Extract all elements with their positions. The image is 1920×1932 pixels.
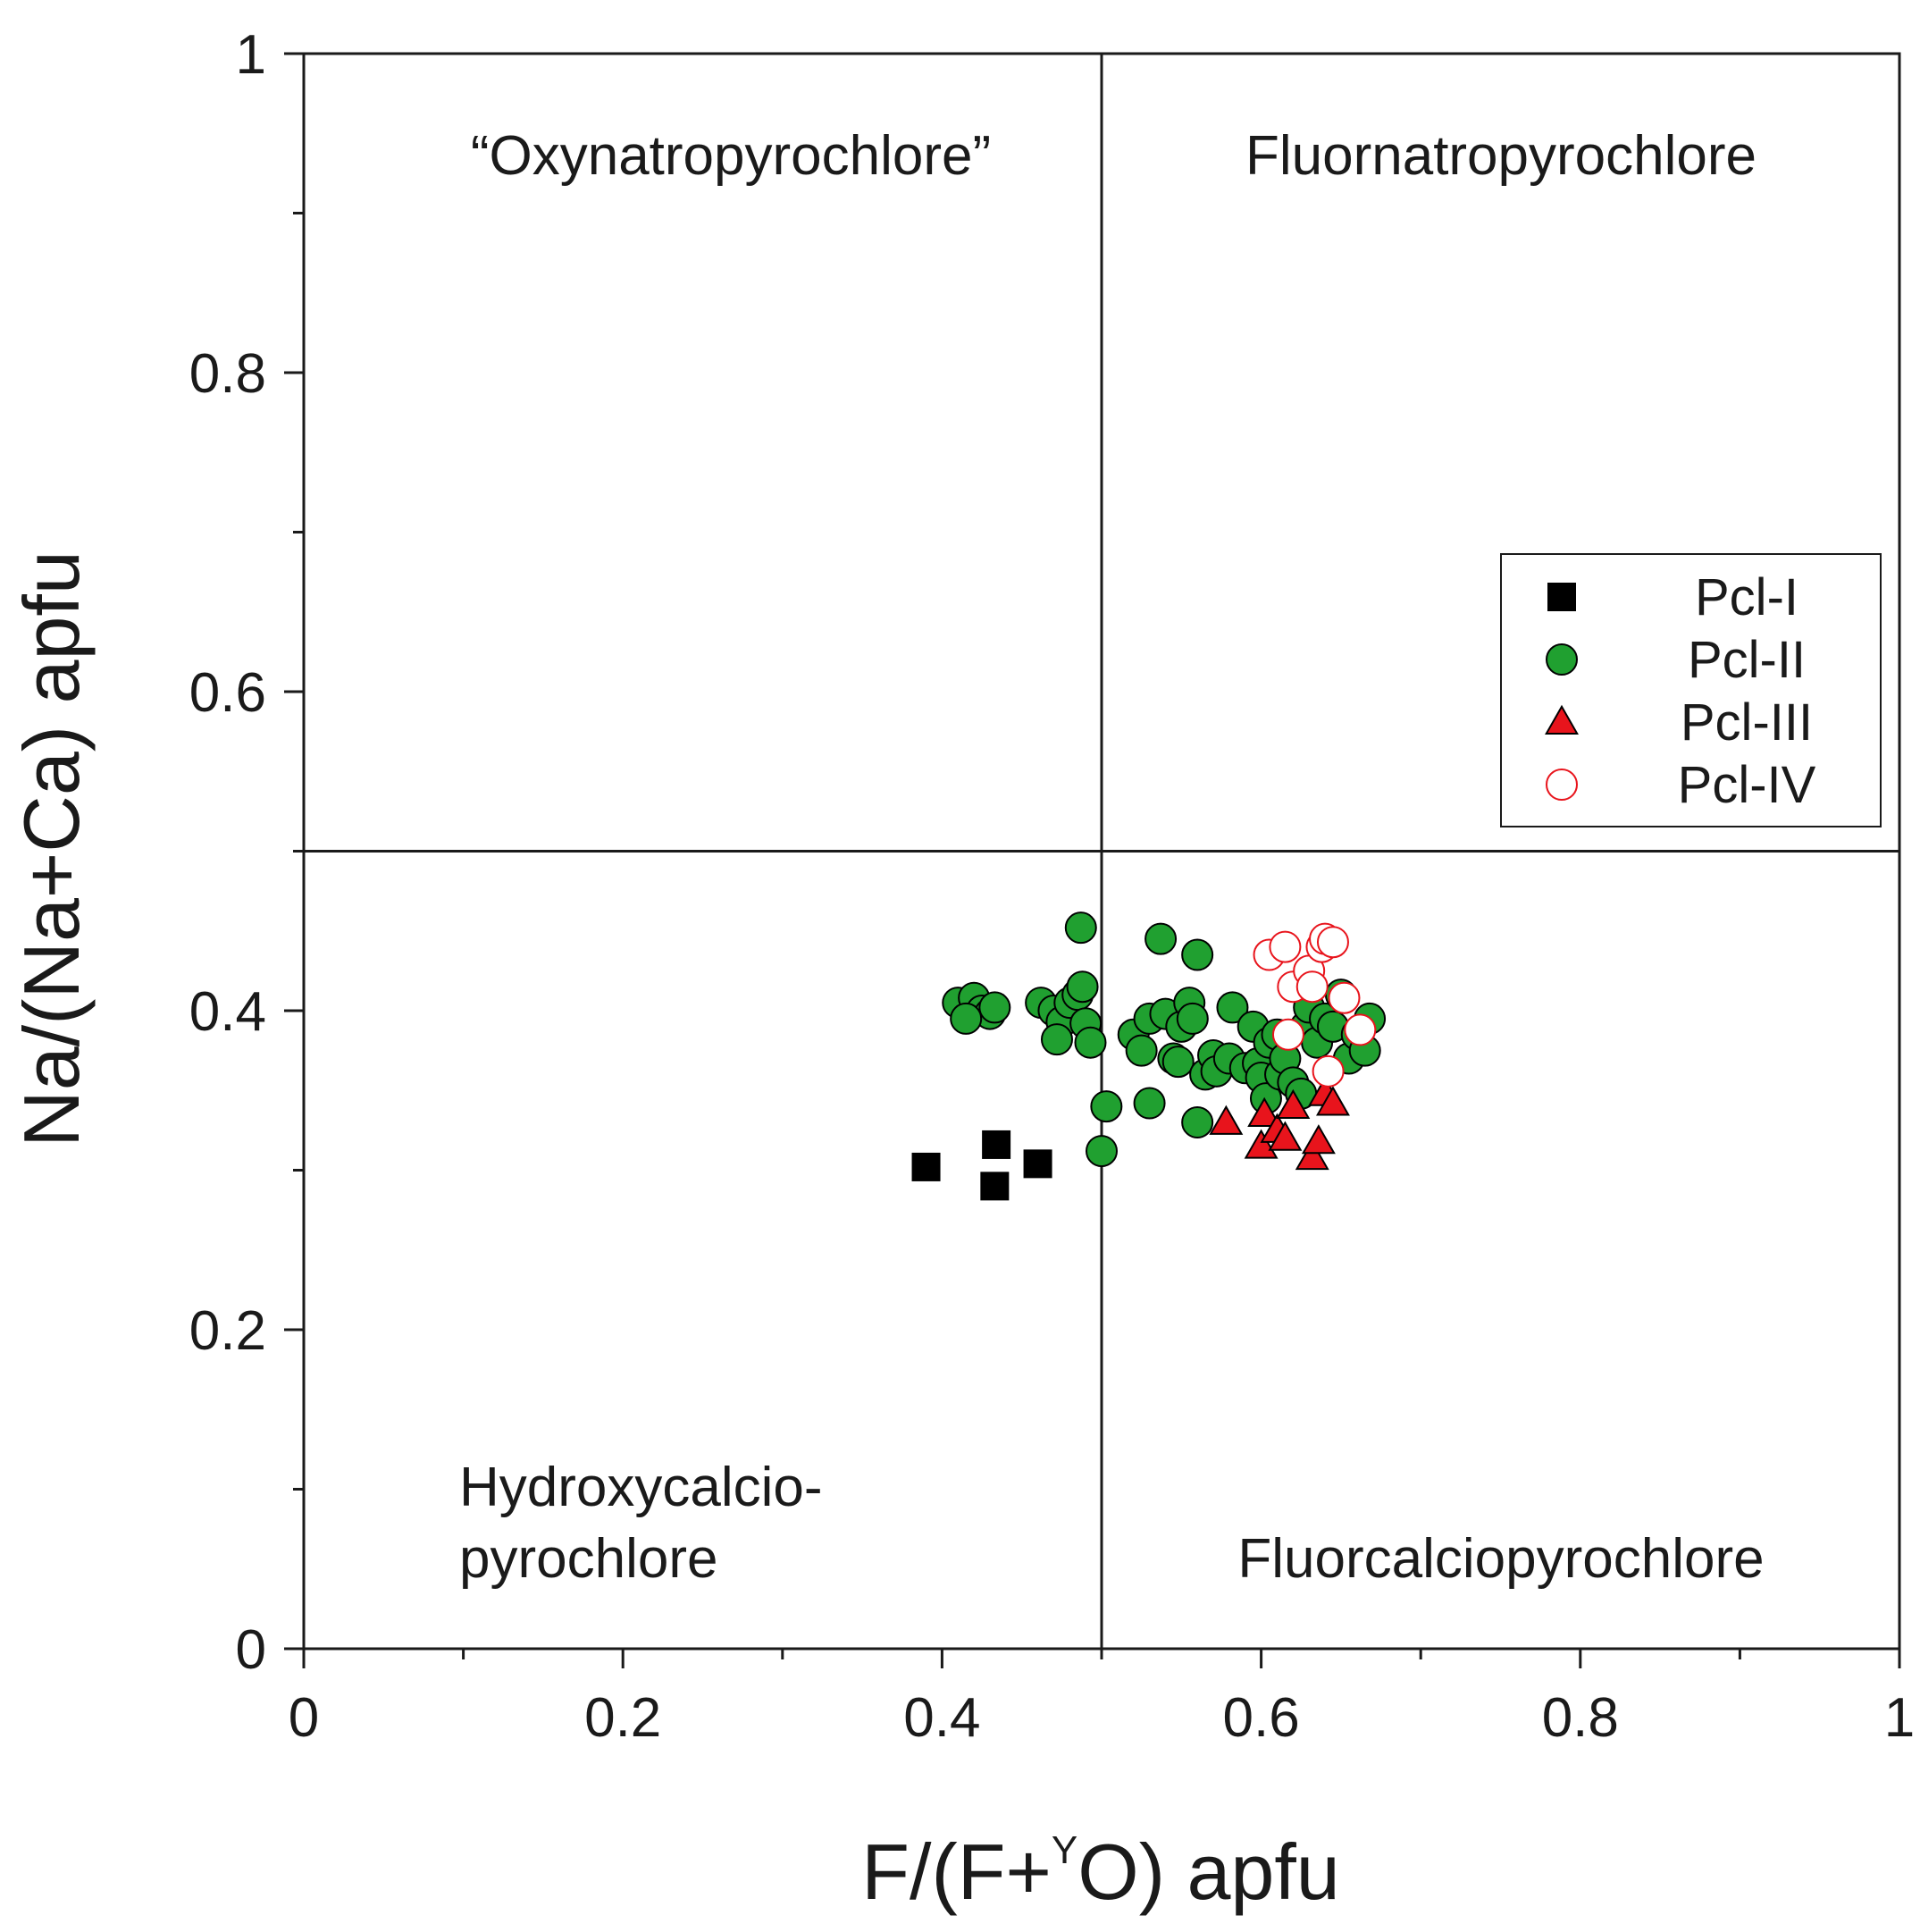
y-tick-label: 1: [236, 24, 266, 86]
x-axis-title-part-2: O) apfu: [1077, 1827, 1339, 1916]
pcl-i-point: [980, 1172, 1010, 1201]
x-axis-title-part-1: F/(F+: [861, 1827, 1052, 1916]
pcl-ii-point: [1074, 1026, 1107, 1059]
y-tick-label: 0.8: [189, 343, 266, 405]
field-label-hydroxycalciopyrochlore: Hydroxycalcio-pyrochlore: [459, 1457, 823, 1590]
legend-label: Pcl-IV: [1678, 756, 1816, 814]
pcl-iii-point: [1276, 1088, 1311, 1120]
data-points: [911, 911, 1387, 1201]
pcl-ii-point: [1216, 991, 1249, 1024]
series-pcl-i: [911, 1130, 1052, 1201]
y-tick-label: 0.2: [189, 1300, 266, 1362]
pcl-iv-point: [1295, 970, 1329, 1004]
legend-marker: [1546, 643, 1578, 676]
legend-marker: [1546, 769, 1578, 801]
pcl-iv-point: [1312, 1054, 1345, 1088]
pcl-iii-point: [1301, 1124, 1336, 1155]
pcl-ii-point: [1144, 922, 1178, 955]
series-pcl-iv: [1253, 922, 1377, 1088]
y-tick-label: 0: [236, 1619, 266, 1681]
pcl-ii-point: [1181, 938, 1214, 971]
pcl-iii-point: [1244, 1129, 1279, 1159]
x-tick-label: 0.6: [1222, 1687, 1299, 1749]
pcl-ii-point: [1125, 1034, 1158, 1067]
legend-marker: [1547, 583, 1576, 611]
pcl-ii-point: [950, 1002, 983, 1035]
pcl-iv-point: [1328, 981, 1361, 1014]
pcl-iii-point: [1268, 1121, 1303, 1151]
pcl-iv-point: [1316, 926, 1349, 959]
x-tick-label: 0: [289, 1687, 319, 1749]
x-axis-title: F/(F+YO) apfu: [861, 1827, 1340, 1916]
pcl-ii-point: [978, 991, 1011, 1024]
pcl-ii-point: [1040, 1023, 1073, 1056]
pcl-ii-point: [1161, 1046, 1195, 1079]
field-label-oxynatropyrochlore: “Oxynatropyrochlore”: [471, 125, 991, 187]
field-label-line: Hydroxycalcio-: [459, 1457, 823, 1518]
field-label-line: Fluorcalciopyrochlore: [1237, 1528, 1764, 1590]
pcl-ii-point: [1181, 1105, 1214, 1138]
legend-label: Pcl-I: [1695, 568, 1798, 626]
pcl-iii-point: [1315, 1086, 1350, 1116]
pcl-ii-point: [1133, 1087, 1166, 1120]
x-tick-label: 0.4: [903, 1687, 980, 1749]
pcl-ii-point: [1064, 911, 1097, 945]
y-tick-label: 0.6: [189, 662, 266, 724]
pcl-i-point: [982, 1130, 1011, 1159]
pcl-ii-point: [1176, 1002, 1209, 1035]
field-labels: “Oxynatropyrochlore” Fluornatropyrochlore…: [459, 125, 1765, 1590]
pcl-i-point: [1023, 1149, 1052, 1179]
x-axis-title-superscript: Y: [1052, 1828, 1077, 1872]
field-label-line: pyrochlore: [459, 1528, 717, 1590]
x-tick-label: 0.8: [1542, 1687, 1619, 1749]
field-label-fluornatropyrochlore: Fluornatropyrochlore: [1245, 125, 1757, 187]
pcl-iii-point: [1209, 1105, 1244, 1135]
pcl-ii-point: [1086, 1135, 1118, 1168]
legend-label: Pcl-II: [1688, 631, 1806, 689]
pcl-iii-point: [1295, 1139, 1329, 1171]
pcl-ii-point: [1090, 1090, 1123, 1123]
x-tick-label: 0.2: [584, 1687, 661, 1749]
pcl-iii-point: [1247, 1096, 1282, 1127]
legend-marker: [1545, 704, 1579, 735]
field-label-fluorcalciopyrochlore: Fluorcalciopyrochlore: [1237, 1528, 1764, 1590]
field-label-line: Fluornatropyrochlore: [1245, 125, 1757, 187]
pcl-i-point: [911, 1152, 941, 1181]
series-pcl-iii: [1209, 1076, 1350, 1171]
pcl-iv-point: [1344, 1013, 1377, 1046]
y-tick-label: 0.4: [189, 981, 266, 1043]
pcl-iv-point: [1269, 930, 1302, 963]
legend-label: Pcl-III: [1681, 693, 1813, 752]
pcl-ii-point: [1066, 970, 1099, 1004]
axis-ticks: 0 0.2 0.4 0.6 0.8 1 0 0.2 0.4 0.6 0.8 1: [189, 24, 1915, 1749]
x-tick-label: 1: [1884, 1687, 1915, 1749]
pcl-iv-point: [1271, 1018, 1304, 1051]
y-axis-title: Na/(Na+Ca) apfu: [7, 550, 96, 1147]
field-label-line: “Oxynatropyrochlore”: [471, 125, 991, 187]
